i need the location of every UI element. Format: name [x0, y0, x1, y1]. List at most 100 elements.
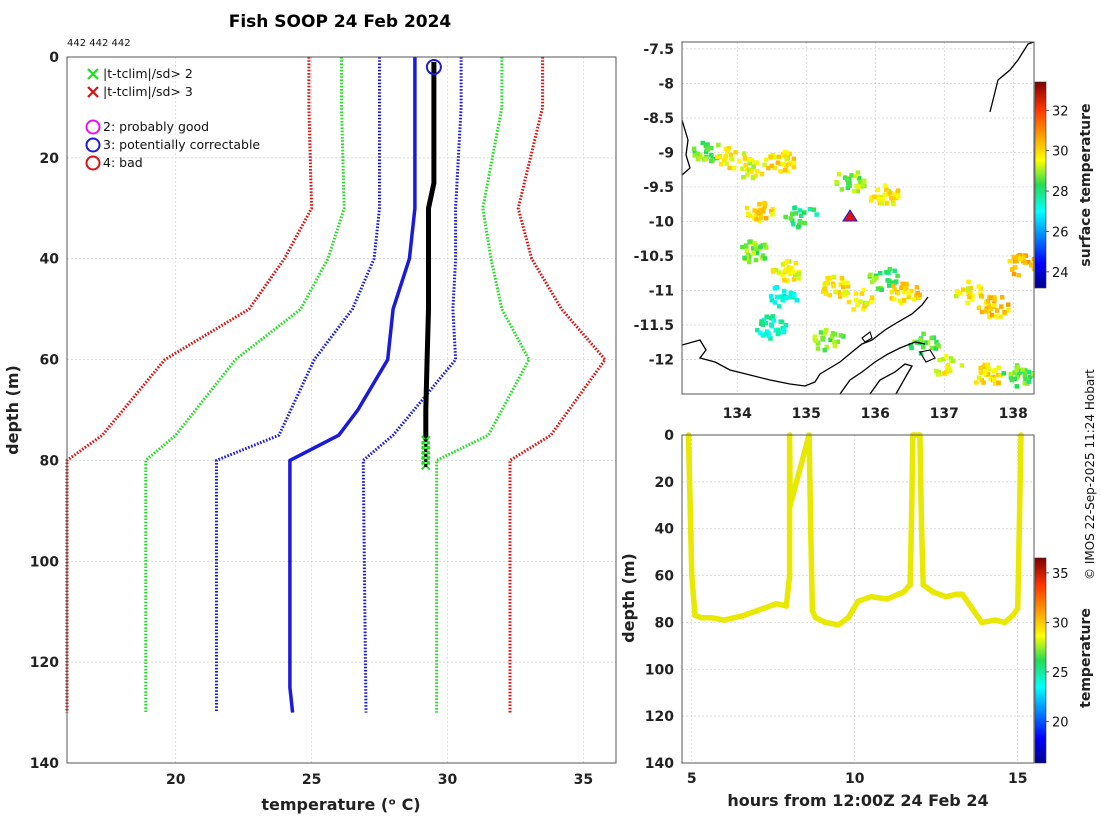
map-sst-cells — [691, 140, 1034, 389]
sst-cell — [740, 166, 745, 171]
sst-cell — [846, 180, 851, 186]
series-climatology-mean — [288, 57, 417, 713]
sst-cell — [891, 283, 896, 288]
sst-cell — [1031, 371, 1034, 376]
sst-cell — [878, 270, 883, 276]
section-point — [822, 619, 829, 626]
map-colorbar-tick: 28 — [1052, 185, 1069, 200]
sst-cell — [697, 153, 703, 158]
section-colorbar-label: temperature — [1078, 608, 1094, 708]
section-y-tick: 80 — [655, 615, 675, 631]
series-clim-3sd — [65, 57, 314, 713]
sst-cell — [988, 377, 993, 382]
section-point — [920, 582, 926, 588]
map-grid — [682, 42, 1034, 394]
sst-cell — [1016, 273, 1022, 278]
sst-cell — [1022, 373, 1028, 378]
sst-cell — [762, 201, 768, 206]
profile-y-tick: 140 — [30, 756, 59, 772]
sst-cell — [833, 289, 838, 295]
map-y-tick: -12 — [649, 352, 674, 368]
sst-cell — [1032, 266, 1034, 272]
section-point — [855, 598, 861, 605]
map-x-tick: 138 — [999, 406, 1028, 422]
map-y-tick: -10 — [649, 214, 675, 230]
sst-cell — [814, 212, 819, 217]
sst-cell — [995, 308, 1000, 313]
sst-cell — [737, 158, 742, 164]
sst-cell — [768, 294, 774, 299]
sst-cell — [987, 314, 992, 319]
sst-cell — [721, 158, 727, 163]
sst-cell — [999, 304, 1004, 309]
sst-cell — [992, 297, 997, 302]
sst-cell — [793, 272, 798, 277]
section-point — [721, 617, 728, 623]
map-colorbar-tick: 30 — [1052, 145, 1069, 160]
legend-flag-2: |t-tclim|/sd> 2 — [103, 66, 193, 81]
sst-cell — [778, 294, 784, 299]
flagged-point — [421, 460, 431, 471]
qc-circle — [425, 59, 442, 76]
sst-cell — [828, 337, 833, 343]
sst-cell — [777, 304, 782, 309]
section-x-tick: 5 — [687, 771, 697, 787]
sst-cell — [1029, 262, 1034, 267]
legend-magenta-circle — [85, 119, 101, 135]
sst-cell — [778, 169, 783, 174]
sst-cell — [845, 284, 851, 289]
sst-cell — [998, 373, 1003, 378]
sst-cell — [784, 163, 789, 168]
map-y-tick: -11 — [649, 283, 674, 299]
sst-cell — [783, 323, 789, 328]
sst-cell — [1026, 260, 1031, 265]
sst-cell — [857, 179, 863, 185]
sst-cell — [763, 157, 769, 163]
sst-cell — [780, 262, 786, 267]
sst-cell — [815, 346, 821, 351]
sst-cell — [954, 293, 959, 299]
sst-cell — [837, 294, 843, 299]
sst-cell — [709, 158, 714, 164]
sst-cell — [787, 151, 792, 157]
sst-cell — [780, 272, 785, 278]
map-colorbar — [1034, 81, 1047, 289]
sst-cell — [754, 250, 760, 256]
sst-cell — [1014, 375, 1020, 380]
sst-cell — [761, 242, 766, 248]
sst-cell — [756, 210, 762, 216]
sst-cell — [873, 273, 879, 278]
sst-cell — [996, 365, 1001, 370]
sst-cell — [769, 163, 774, 169]
sst-cell — [901, 289, 907, 295]
sst-cell — [823, 330, 828, 335]
sst-cell — [1014, 255, 1019, 260]
sst-cell — [993, 368, 998, 373]
map-y-tick: -7.5 — [643, 42, 674, 58]
sst-cell — [858, 299, 863, 304]
sst-cell — [761, 317, 767, 323]
sst-cell — [752, 208, 757, 213]
sst-cell — [1008, 371, 1013, 377]
sst-cell — [897, 298, 903, 304]
sst-cell — [758, 215, 764, 221]
sst-cell — [874, 275, 879, 281]
sst-cell — [889, 289, 894, 295]
profile-y-tick: 0 — [49, 50, 59, 66]
sst-cell — [934, 368, 939, 374]
sst-cell — [982, 362, 987, 368]
sst-cell — [1026, 379, 1031, 384]
section-y-label: depth (m) — [619, 553, 638, 643]
sst-cell — [992, 294, 997, 300]
sst-cell — [1021, 259, 1026, 264]
sst-cell — [825, 280, 830, 286]
sst-cell — [838, 282, 843, 287]
sst-cell — [981, 380, 986, 385]
sst-cell — [772, 154, 777, 160]
sst-cell — [797, 208, 803, 213]
section-point — [754, 607, 760, 614]
sst-cell — [785, 168, 791, 174]
sst-cell — [725, 149, 730, 154]
sst-cell — [746, 211, 751, 216]
sst-cell — [744, 205, 750, 211]
